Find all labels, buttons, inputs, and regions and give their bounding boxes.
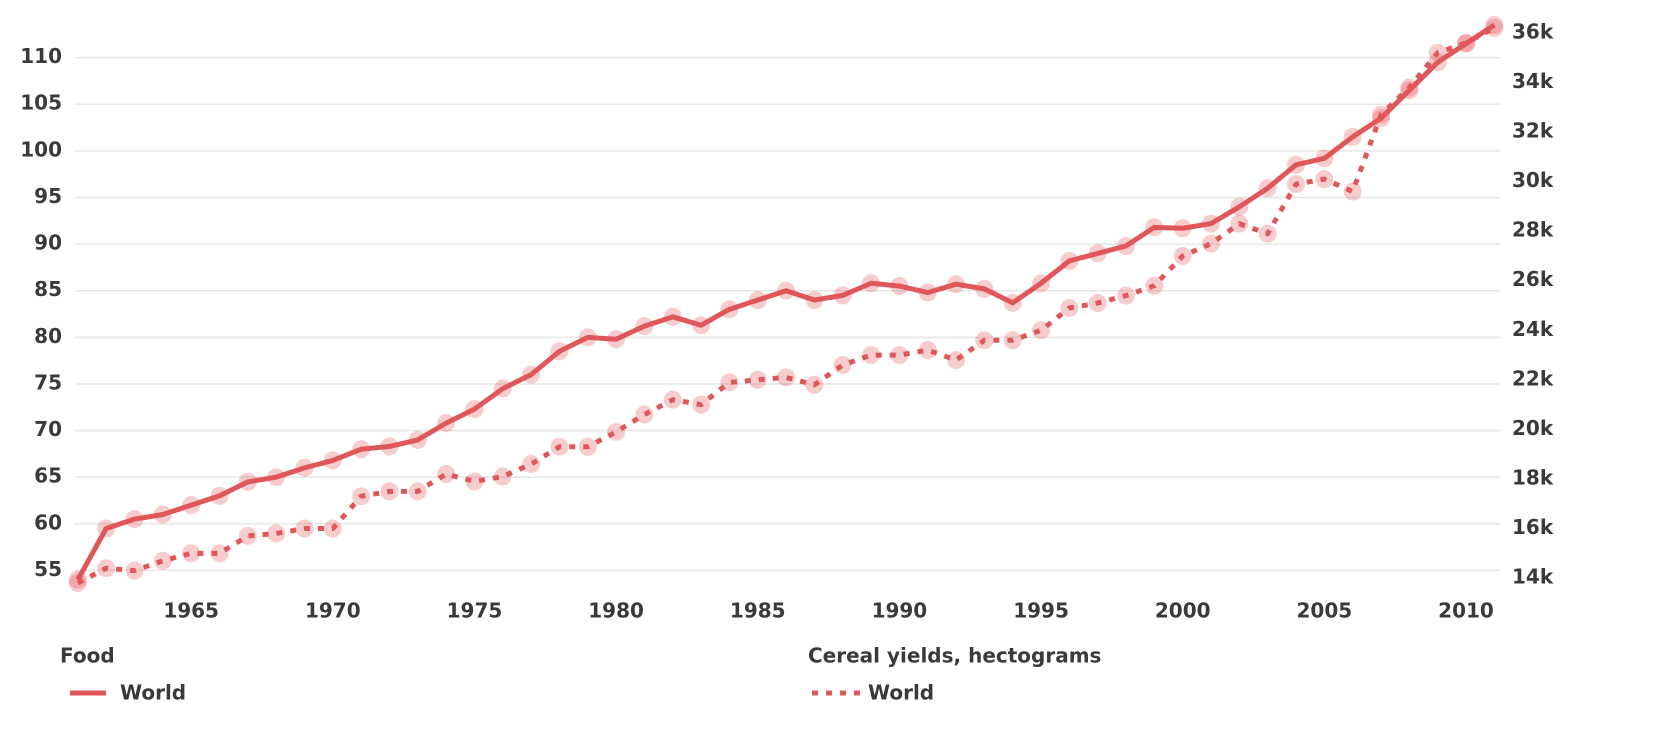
- point: [267, 524, 286, 543]
- x-tick-label: 1990: [872, 599, 928, 623]
- y-tick-label: 95: [34, 184, 62, 208]
- point: [833, 355, 852, 374]
- x-tick-label: 2000: [1155, 599, 1211, 623]
- y2-tick-label: 22k: [1512, 366, 1554, 390]
- y2-tick-label: 16k: [1512, 515, 1554, 539]
- x-tick-label: 1970: [305, 599, 361, 623]
- y2-tick-label: 34k: [1512, 69, 1554, 93]
- point: [1485, 18, 1504, 37]
- y2-tick-label: 20k: [1512, 416, 1554, 440]
- y-tick-label: 80: [34, 324, 62, 348]
- y2-tick-label: 32k: [1512, 119, 1554, 143]
- y-tick-label: 90: [34, 231, 62, 255]
- legend-title: Food: [60, 644, 115, 668]
- y-tick-label: 75: [34, 370, 62, 394]
- x-tick-label: 1980: [588, 599, 644, 623]
- line: [76, 25, 1496, 586]
- y2-tick-label: 18k: [1512, 465, 1554, 489]
- y2-tick-label: 26k: [1512, 267, 1554, 291]
- line: [75, 22, 1496, 581]
- y2-tick-label: 14k: [1512, 565, 1554, 589]
- y2-tick-label: 36k: [1512, 19, 1554, 43]
- point: [720, 373, 739, 392]
- point: [862, 346, 881, 365]
- point: [465, 472, 484, 491]
- x-tick-label: 1985: [730, 599, 786, 623]
- point: [947, 351, 966, 370]
- point: [153, 551, 172, 570]
- x-tick-label: 1975: [447, 599, 503, 623]
- legend-label: World: [120, 681, 186, 705]
- point: [238, 526, 257, 545]
- y-tick-label: 60: [34, 510, 62, 534]
- point: [522, 455, 541, 474]
- x-tick-label: 1965: [163, 599, 219, 623]
- point: [890, 346, 909, 365]
- y-tick-label: 85: [34, 277, 62, 301]
- y2-tick-label: 28k: [1512, 218, 1554, 242]
- y-tick-label: 55: [34, 557, 62, 581]
- point: [748, 370, 767, 389]
- point: [182, 544, 201, 563]
- point: [1457, 33, 1476, 52]
- y-tick-label: 65: [34, 464, 62, 488]
- y2-tick-label: 24k: [1512, 317, 1554, 341]
- y2-tick-label: 30k: [1512, 168, 1554, 192]
- point: [1032, 321, 1051, 340]
- point: [918, 341, 937, 360]
- x-tick-label: 2005: [1297, 599, 1353, 623]
- y-tick-label: 100: [20, 137, 62, 161]
- x-tick-label: 1995: [1013, 599, 1069, 623]
- y-tick-label: 110: [20, 44, 62, 68]
- y-tick-label: 70: [34, 417, 62, 441]
- y-tick-label: 105: [20, 91, 62, 115]
- legend-title: Cereal yields, hectograms: [808, 644, 1101, 668]
- point: [777, 368, 796, 387]
- x-tick-label: 2010: [1438, 599, 1494, 623]
- legend-label: World: [868, 681, 934, 705]
- point: [1343, 182, 1362, 201]
